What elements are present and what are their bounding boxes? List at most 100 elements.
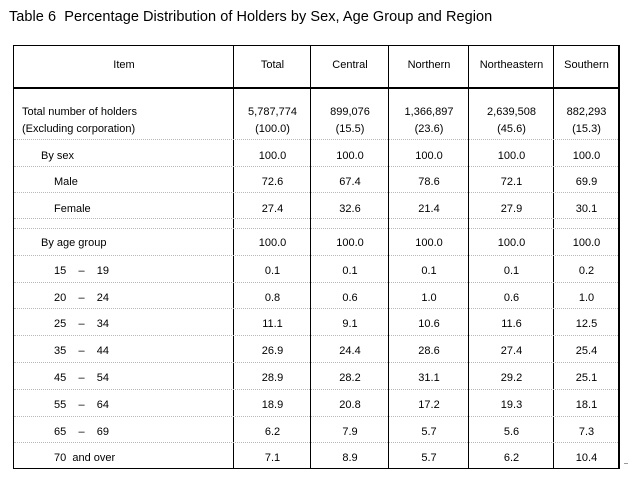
cell-northern: 31.1 bbox=[418, 372, 440, 384]
cell-northern: 17.2 bbox=[418, 399, 440, 411]
cell-southern: 882,293 bbox=[566, 106, 607, 118]
column-divider bbox=[310, 46, 311, 468]
cell-northern: 1,366,897 bbox=[404, 106, 454, 118]
row-separator bbox=[14, 362, 618, 363]
cell-total: 100.0 bbox=[258, 237, 287, 249]
row-label: 20 – 24 bbox=[54, 292, 110, 304]
cell-southern: 18.1 bbox=[575, 399, 598, 411]
cell-total: 6.2 bbox=[264, 426, 281, 438]
cell-total: 72.6 bbox=[261, 176, 284, 188]
cell-southern: 1.0 bbox=[578, 292, 595, 304]
row-separator bbox=[14, 442, 618, 443]
cell-total: 100.0 bbox=[258, 150, 287, 162]
cell-southern: 25.1 bbox=[575, 372, 598, 384]
cell-northeastern: 19.3 bbox=[500, 399, 523, 411]
cell-total: 7.1 bbox=[264, 452, 281, 464]
cell-central: 8.9 bbox=[342, 452, 358, 464]
cell-central: 20.8 bbox=[339, 399, 361, 411]
row-label: 35 – 44 bbox=[54, 345, 110, 357]
cell-northern: 0.1 bbox=[421, 265, 437, 277]
row-label: Male bbox=[54, 176, 78, 188]
cell-central: 28.2 bbox=[339, 372, 361, 384]
row-separator bbox=[14, 218, 618, 219]
cell-northern: (23.6) bbox=[414, 123, 444, 135]
row-label: 25 – 34 bbox=[54, 318, 110, 330]
row-separator bbox=[14, 335, 618, 336]
cell-total: 27.4 bbox=[261, 203, 284, 215]
cell-central: 24.4 bbox=[339, 345, 361, 357]
row-separator bbox=[14, 192, 618, 193]
cell-southern: 69.9 bbox=[575, 176, 598, 188]
cell-northern: 5.7 bbox=[421, 452, 437, 464]
cell-southern: 100.0 bbox=[572, 150, 601, 162]
cell-southern: 7.3 bbox=[578, 426, 595, 438]
cell-central: 100.0 bbox=[336, 237, 364, 249]
cell-central: 7.9 bbox=[342, 426, 358, 438]
row-separator bbox=[14, 282, 618, 283]
row-label: 70 and over bbox=[54, 452, 116, 464]
cell-northeastern: 100.0 bbox=[497, 237, 526, 249]
cell-southern: 30.1 bbox=[575, 203, 598, 215]
column-header-northern: Northern bbox=[407, 59, 451, 71]
cell-central: 67.4 bbox=[339, 176, 361, 188]
column-divider bbox=[388, 46, 389, 468]
column-divider bbox=[468, 46, 469, 468]
cell-northern: 28.6 bbox=[418, 345, 440, 357]
cell-total: 0.8 bbox=[264, 292, 281, 304]
row-separator bbox=[14, 228, 618, 229]
cell-total: (100.0) bbox=[255, 123, 290, 135]
column-header-total: Total bbox=[260, 59, 285, 71]
cell-total: 26.9 bbox=[261, 345, 284, 357]
cell-northern: 100.0 bbox=[415, 150, 443, 162]
cell-total: 18.9 bbox=[261, 399, 284, 411]
cell-total: 0.1 bbox=[264, 265, 281, 277]
cell-southern: 0.2 bbox=[578, 265, 595, 277]
cell-southern: (15.3) bbox=[572, 123, 601, 135]
row-separator bbox=[14, 255, 618, 256]
row-label: 65 – 69 bbox=[54, 426, 110, 438]
cell-northeastern: 5.6 bbox=[503, 426, 520, 438]
cell-central: 9.1 bbox=[342, 318, 358, 330]
cell-northeastern: 0.1 bbox=[503, 265, 520, 277]
cell-southern: 25.4 bbox=[575, 345, 598, 357]
row-separator bbox=[14, 166, 618, 167]
cell-southern: 10.4 bbox=[575, 452, 598, 464]
cell-southern: 100.0 bbox=[572, 237, 601, 249]
cell-southern: 12.5 bbox=[575, 318, 598, 330]
header-separator bbox=[14, 87, 618, 89]
cell-northeastern: 27.4 bbox=[500, 345, 523, 357]
cell-central: 0.6 bbox=[342, 292, 358, 304]
cell-northern: 10.6 bbox=[418, 318, 440, 330]
column-divider bbox=[233, 46, 234, 468]
corner-mark bbox=[624, 463, 628, 464]
cell-northeastern: 6.2 bbox=[503, 452, 520, 464]
row-label: By age group bbox=[41, 237, 107, 249]
cell-northeastern: 29.2 bbox=[500, 372, 523, 384]
cell-central: 100.0 bbox=[336, 150, 364, 162]
row-separator bbox=[14, 389, 618, 390]
row-label: 45 – 54 bbox=[54, 372, 110, 384]
data-table: Item Total Central Northern Northeastern Sout… bbox=[13, 45, 620, 469]
cell-northeastern: 11.6 bbox=[501, 318, 522, 330]
column-header-northeastern: Northeastern bbox=[479, 59, 544, 71]
cell-central: (15.5) bbox=[335, 123, 365, 135]
cell-northeastern: (45.6) bbox=[497, 123, 526, 135]
row-label: Female bbox=[54, 203, 91, 215]
column-header-central: Central bbox=[332, 59, 368, 71]
row-separator bbox=[14, 308, 618, 309]
table-title: Table 6 Percentage Distribution of Holde… bbox=[9, 9, 493, 25]
cell-northern: 21.4 bbox=[418, 203, 440, 215]
cell-northern: 100.0 bbox=[415, 237, 443, 249]
cell-northeastern: 2,639,508 bbox=[487, 106, 536, 118]
cell-northern: 78.6 bbox=[418, 176, 440, 188]
cell-central: 32.6 bbox=[339, 203, 361, 215]
cell-central: 0.1 bbox=[342, 265, 358, 277]
cell-total: 5,787,774 bbox=[248, 106, 297, 118]
cell-northern: 1.0 bbox=[421, 292, 437, 304]
row-separator bbox=[14, 416, 618, 417]
cell-northeastern: 0.6 bbox=[503, 292, 520, 304]
row-label: (Excluding corporation) bbox=[22, 123, 136, 135]
row-label: By sex bbox=[41, 150, 75, 162]
column-header-southern: Southern bbox=[564, 59, 609, 71]
row-label: 15 – 19 bbox=[54, 265, 110, 277]
